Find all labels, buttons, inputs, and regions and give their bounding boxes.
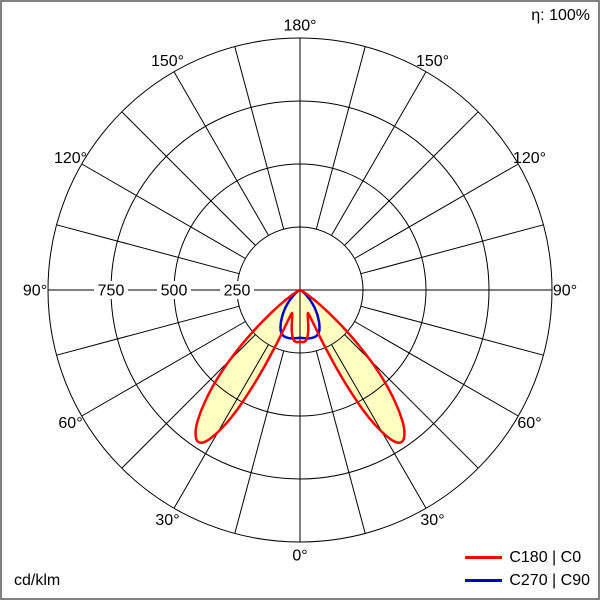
angle-label: 30° (155, 512, 179, 529)
tick-label-bg (157, 281, 191, 299)
grid-spoke (315, 350, 366, 534)
angle-label: 90° (23, 283, 47, 300)
grid-spoke (121, 111, 256, 246)
legend-item: C270 | C90 (465, 569, 590, 592)
grid-spoke (331, 71, 427, 236)
tick-label-bg (94, 281, 128, 299)
unit-label: cd/klm (14, 572, 61, 589)
grid-spoke (234, 46, 285, 230)
angle-label: 0° (292, 548, 307, 565)
radial-tick-label: 500 (161, 283, 188, 300)
legend-label-c270-c90: C270 | C90 (509, 571, 590, 589)
angle-label: 150° (151, 53, 184, 70)
curve-c180-c0 (194, 288, 406, 444)
angle-label: 30° (420, 512, 444, 529)
angle-label: 90° (553, 283, 577, 300)
angle-label: 60° (58, 415, 82, 432)
curve-c270-c90 (279, 288, 321, 340)
grid-spoke (344, 111, 479, 246)
legend-line-c180-c0-icon (465, 556, 503, 559)
grid-spoke (354, 163, 519, 259)
efficiency-label: η: 100% (531, 7, 590, 24)
grid-spoke (234, 350, 285, 534)
radial-tick-label: 250 (224, 283, 251, 300)
grid-spoke (331, 344, 427, 509)
legend-label-c180-c0: C180 | C0 (509, 548, 582, 566)
grid-spoke (354, 321, 519, 417)
grid-spoke (315, 46, 366, 230)
tick-label-bg (220, 281, 254, 299)
angle-label: 180° (283, 18, 316, 35)
legend-item: C180 | C0 (465, 546, 590, 569)
angle-label: 150° (416, 53, 449, 70)
grid-spoke (56, 305, 240, 356)
angle-label: 120° (54, 150, 87, 167)
grid-spoke (81, 321, 246, 417)
grid-spoke (173, 71, 269, 236)
grid-spoke (360, 305, 544, 356)
grid-spoke (173, 344, 269, 509)
legend-line-c270-c90-icon (465, 579, 503, 582)
angle-label: 60° (517, 415, 541, 432)
legend: C180 | C0 C270 | C90 (465, 546, 590, 592)
grid-spoke (360, 224, 544, 275)
grid-spoke (56, 224, 240, 275)
grid-spoke (81, 163, 246, 259)
angle-label: 120° (513, 150, 546, 167)
radial-tick-label: 750 (98, 283, 125, 300)
